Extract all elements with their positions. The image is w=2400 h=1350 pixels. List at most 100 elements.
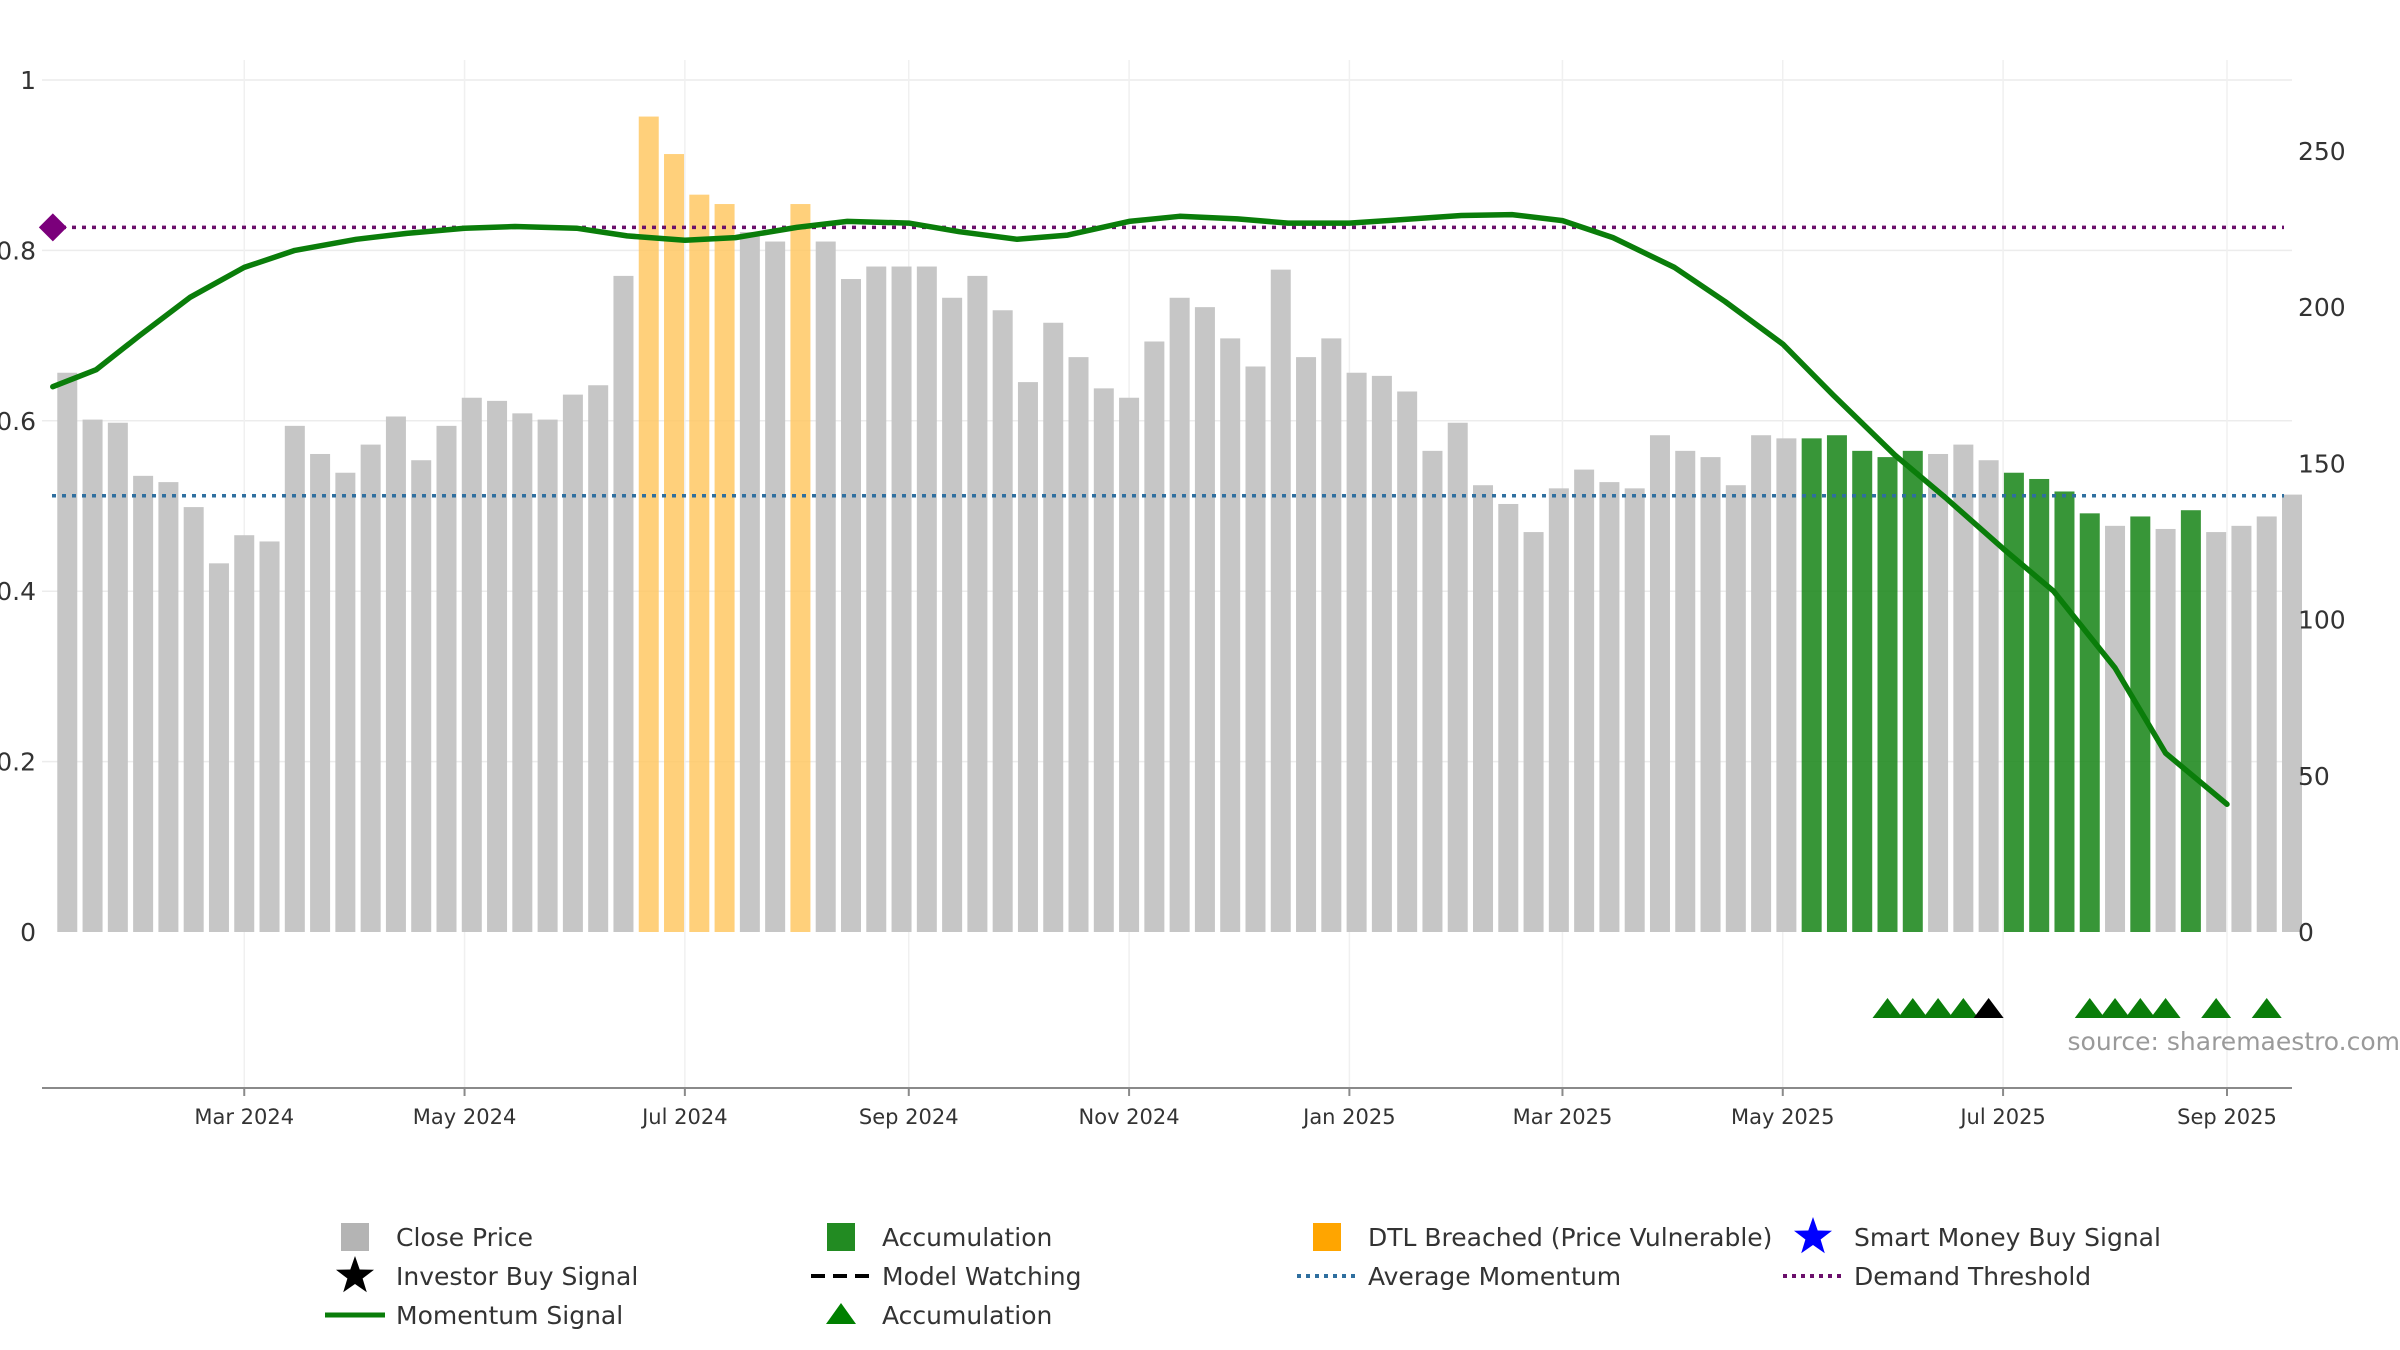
close-price-bar [284,425,305,932]
accumulation-marker [2201,998,2232,1018]
x-tick-label: Jul 2025 [1958,1105,2045,1129]
y-tick-right: 50 [2298,762,2330,791]
legend-item: Accumulation [826,1301,1052,1330]
legend-item: Accumulation [827,1223,1052,1252]
close-price-bar [1675,450,1696,932]
y-tick-left: 1 [20,66,36,95]
legend-label: Smart Money Buy Signal [1854,1223,2161,1252]
close-price-bar [1296,357,1317,932]
lines-layer [38,211,2284,807]
x-tick-label: Jan 2025 [1301,1105,1396,1129]
y-tick-left: 0.6 [0,407,36,436]
legend-item: Investor Buy Signal [336,1256,638,1293]
close-price-bar [82,419,103,932]
accumulation-marker [2150,998,2181,1018]
close-price-bar [1321,338,1342,933]
close-price-bar [1725,485,1746,932]
close-price-bar [1649,435,1670,932]
close-price-bar [1093,388,1114,932]
y-tick-left: 0.8 [0,236,36,265]
accumulation-bar [2130,516,2151,932]
close-price-bar [891,266,912,932]
accumulation-bar [1852,450,1873,932]
accumulation-bar [2054,491,2075,932]
close-price-bar [133,475,154,932]
close-price-bar [2231,525,2252,932]
close-price-bar [588,385,609,932]
close-price-bar [2282,494,2302,932]
legend-swatch [341,1223,369,1251]
close-price-bar [436,425,457,932]
close-price-bar [1447,422,1468,932]
investor-buy-marker [1973,998,2004,1018]
legend-item: DTL Breached (Price Vulnerable) [1313,1223,1772,1252]
y-tick-left: 0.4 [0,577,36,606]
legend-label: Close Price [396,1223,533,1252]
close-price-bar [335,472,356,932]
y-tick-left: 0.2 [0,748,36,777]
close-price-bar [1574,469,1595,932]
close-price-bar [1346,372,1367,933]
y-tick-right: 250 [2298,137,2346,166]
close-price-bar [1473,485,1494,932]
close-price-bar [1371,375,1392,932]
close-price-bar [1624,488,1645,932]
close-price-bar [562,394,583,932]
close-price-bar [1144,341,1165,932]
close-price-bar [487,400,508,932]
close-price-bar [1599,482,1620,932]
legend-swatch [1313,1223,1341,1251]
x-tick-label: Nov 2024 [1079,1105,1180,1129]
close-price-bar [1119,397,1140,933]
close-price-bar [1928,453,1949,932]
y-tick-right: 100 [2298,606,2346,635]
legend-label: Model Watching [882,1262,1082,1291]
momentum-signal-line [50,211,2230,807]
close-price-bar [1700,457,1721,932]
close-price-bar [967,275,988,932]
close-price-bar [537,419,558,932]
close-price-bar [183,507,204,932]
legend-item: Model Watching [811,1262,1082,1291]
legend-label: Demand Threshold [1854,1262,2091,1291]
legend-swatch [827,1223,855,1251]
close-price-bar [1245,366,1266,932]
legend-item: Smart Money Buy Signal [1794,1217,2161,1254]
close-price-bar [613,275,634,932]
close-price-bar [1270,269,1291,932]
close-price-bar [1751,435,1772,932]
close-price-bar [360,444,381,932]
accumulation-marker [2251,998,2282,1018]
y-tick-left: 0 [20,918,36,947]
close-price-bar [2256,516,2277,932]
accumulation-marker [1948,998,1979,1018]
accumulation-bar [1801,438,1822,932]
close-price-bar [1043,322,1064,933]
close-price-bar [1220,338,1241,933]
accumulation-marker [2074,998,2105,1018]
accumulation-bar [2079,513,2100,932]
legend-label: Momentum Signal [396,1301,623,1330]
close-price-bar [2155,528,2176,932]
close-price-bar [57,372,78,933]
close-price-bar [1498,503,1519,932]
x-tick-label: Jul 2024 [640,1105,727,1129]
legend-label: Average Momentum [1368,1262,1621,1291]
accumulation-bar [1826,435,1847,932]
x-tick-label: May 2024 [413,1105,517,1129]
close-price-bar [208,563,229,932]
close-price-bar [1422,450,1443,932]
y-tick-right: 200 [2298,293,2346,322]
x-tick-label: Sep 2025 [2177,1105,2277,1129]
x-tick-label: Mar 2024 [194,1105,294,1129]
legend-label: Accumulation [882,1223,1052,1252]
legend-item: Close Price [341,1223,533,1252]
axes-layer: 0 0.2 0.4 0.6 0.8 1 0 50 100 150 200 250 Mar 2024 May… [0,66,2346,1129]
legend-item: Average Momentum [1297,1262,1621,1291]
dtl-breached-bar [664,154,685,932]
close-price-bar [1523,532,1544,932]
dtl-breached-bar [790,204,811,932]
accumulation-marker [1923,998,1954,1018]
demand-threshold-marker [38,213,67,242]
close-price-bar [2206,532,2227,932]
